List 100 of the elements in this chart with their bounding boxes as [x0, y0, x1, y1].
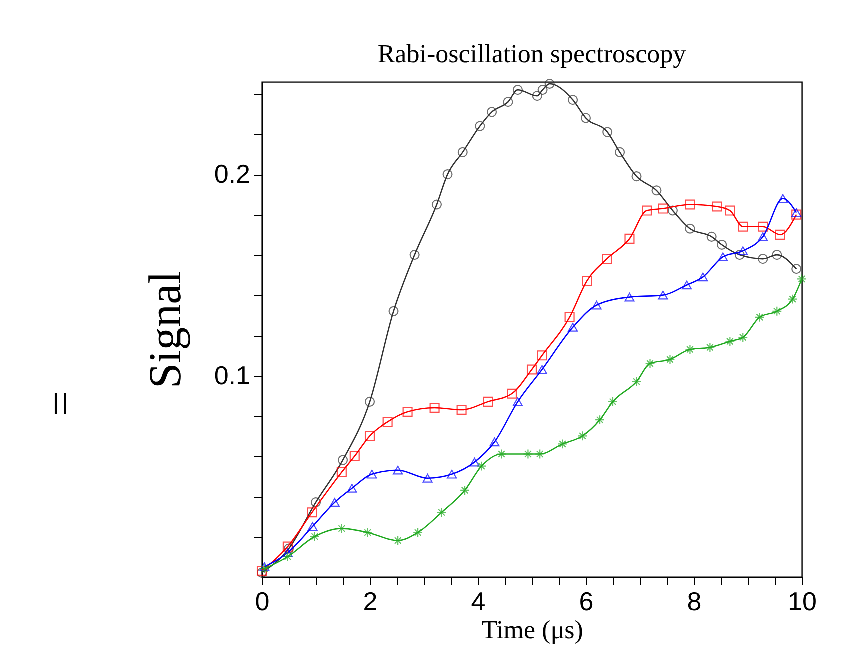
- point: [734, 250, 745, 260]
- point: [624, 292, 635, 302]
- point: [578, 431, 588, 442]
- x-tick-label: 0: [255, 586, 270, 616]
- point: [483, 396, 494, 407]
- point: [738, 332, 748, 343]
- y-tick-label: 0.1: [214, 360, 250, 390]
- point: [796, 274, 808, 284]
- point: [754, 312, 765, 322]
- point: [526, 364, 538, 375]
- point: [615, 147, 626, 158]
- point: [393, 466, 404, 475]
- point: [456, 404, 467, 416]
- point: [608, 396, 618, 407]
- point: [512, 85, 523, 96]
- point: [538, 85, 548, 96]
- point: [503, 97, 514, 108]
- point: [442, 170, 453, 180]
- y-tick-label: 0.2: [214, 159, 250, 190]
- point: [772, 250, 782, 260]
- point: [685, 200, 696, 210]
- text: =: [35, 390, 86, 417]
- point: [658, 290, 668, 300]
- point: [458, 147, 468, 158]
- point: [665, 354, 676, 365]
- point: [460, 485, 470, 496]
- point: [413, 528, 424, 538]
- point: [718, 252, 728, 262]
- point: [685, 344, 696, 355]
- point: [792, 210, 802, 220]
- y-axis-title: Signal: [139, 271, 190, 389]
- x-tick-label: 8: [687, 586, 702, 616]
- x-tick-label: 2: [363, 586, 378, 616]
- point: [564, 312, 575, 322]
- point: [788, 294, 798, 304]
- point: [535, 449, 546, 460]
- point: [537, 365, 548, 374]
- point: [475, 121, 486, 132]
- point: [758, 222, 768, 232]
- point: [532, 91, 542, 102]
- point: [282, 552, 293, 562]
- point: [792, 264, 802, 274]
- point: [364, 431, 376, 442]
- point: [592, 300, 602, 310]
- point: [602, 254, 612, 264]
- x-tick-label: 4: [471, 586, 486, 616]
- point: [490, 438, 500, 447]
- point: [602, 127, 613, 138]
- point: [712, 202, 722, 212]
- point: [487, 107, 498, 118]
- point: [432, 200, 442, 210]
- point: [330, 498, 340, 507]
- point: [772, 306, 782, 316]
- point: [685, 224, 696, 234]
- point: [632, 376, 642, 387]
- x-axis-title: Time (μs): [482, 616, 584, 644]
- point: [725, 336, 736, 347]
- point: [393, 536, 404, 546]
- point: [568, 323, 578, 332]
- point: [282, 548, 293, 558]
- point: [476, 461, 487, 472]
- point: [512, 398, 523, 406]
- point: [310, 532, 320, 542]
- point: [658, 204, 668, 214]
- point: [758, 232, 768, 242]
- point: [738, 222, 748, 232]
- point: [717, 240, 728, 250]
- point: [336, 467, 347, 478]
- point: [422, 474, 433, 483]
- point: [310, 498, 322, 508]
- point: [624, 234, 635, 244]
- point: [738, 246, 748, 256]
- point: [582, 276, 592, 286]
- point: [595, 415, 606, 426]
- point: [470, 458, 480, 467]
- point: [568, 95, 578, 106]
- point: [642, 206, 652, 216]
- point: [580, 113, 592, 124]
- x-tick-label: 10: [788, 586, 817, 616]
- point: [410, 250, 420, 260]
- point: [347, 484, 358, 493]
- point: [632, 172, 642, 182]
- point: [725, 206, 736, 216]
- point: [523, 449, 534, 460]
- point: [364, 396, 376, 407]
- point: [430, 402, 440, 413]
- point: [367, 470, 378, 479]
- point: [350, 451, 360, 462]
- point: [775, 230, 786, 240]
- point: [402, 406, 413, 418]
- point: [336, 524, 347, 534]
- point: [558, 439, 568, 450]
- point: [382, 417, 393, 428]
- point: [537, 350, 548, 361]
- point: [652, 186, 662, 196]
- point: [705, 342, 716, 353]
- x-tick-label: 6: [579, 586, 594, 616]
- point: [792, 208, 802, 218]
- point: [706, 232, 717, 242]
- chart-title: Rabi-oscillation spectroscopy: [378, 39, 686, 68]
